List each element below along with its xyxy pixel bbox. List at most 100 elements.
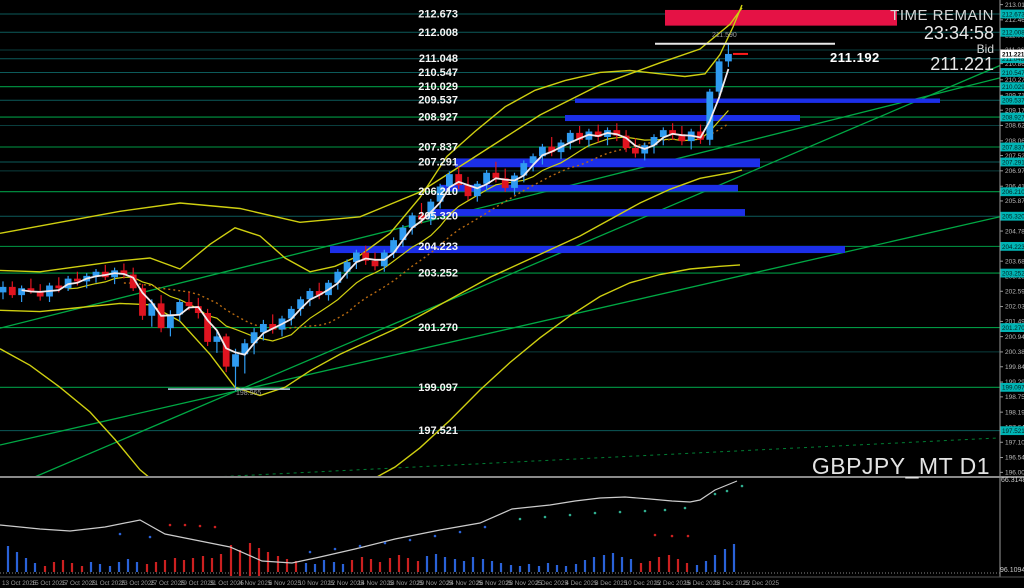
axis-tick-label: 206.410 <box>1005 183 1024 190</box>
candle-body <box>167 314 174 329</box>
candle-body <box>18 288 25 296</box>
trendline[interactable] <box>0 64 1000 492</box>
indicator-dot <box>686 534 690 538</box>
trendline[interactable] <box>0 77 1000 329</box>
candle-body <box>36 291 44 297</box>
indicator-histogram-bar <box>657 557 661 572</box>
candle-body <box>511 175 518 188</box>
indicator-histogram-bar <box>117 562 121 572</box>
panel-divider[interactable] <box>0 476 1024 478</box>
axis-tick-label: 213.015 <box>1005 2 1024 9</box>
support-zone[interactable] <box>430 209 745 216</box>
indicator-histogram-bar <box>602 555 606 572</box>
indicator-dot <box>213 525 217 529</box>
axis-level-box <box>1000 426 1024 436</box>
candle-body <box>576 132 583 140</box>
indicator-dot <box>383 541 387 545</box>
axis-tick-label: 203.685 <box>1005 258 1024 265</box>
indicator-dot <box>148 535 152 539</box>
left-price-label: 212.673 <box>418 9 458 21</box>
indicator-histogram-bar <box>210 558 214 572</box>
date-axis-label: 20 Nov 2025 <box>417 580 453 587</box>
candle-body <box>232 354 239 367</box>
indicator-histogram-bar <box>33 563 37 572</box>
indicator-histogram-bar <box>145 564 149 572</box>
indicator-histogram-bar <box>732 544 736 572</box>
indicator-dot <box>725 489 729 493</box>
axis-tick-label: 207.525 <box>1005 153 1024 160</box>
support-zone[interactable] <box>440 184 738 192</box>
axis-bid-box <box>1000 49 1024 59</box>
axis-tick-label: 201.495 <box>1005 319 1024 326</box>
candle-body <box>520 163 528 176</box>
candle-body <box>8 286 16 296</box>
trendline[interactable] <box>0 437 1000 488</box>
axis-tick-label: 202.035 <box>1005 304 1024 311</box>
left-price-label: 204.223 <box>418 241 458 253</box>
date-axis-label: 8 Dec 2025 <box>595 580 628 587</box>
indicator-dot <box>168 523 172 527</box>
indicator-histogram-bar <box>219 554 223 572</box>
axis-level-box <box>1000 323 1024 332</box>
axis-level-box <box>1000 112 1024 122</box>
support-zone[interactable] <box>455 158 760 168</box>
candle-body <box>418 215 425 220</box>
ma-white-fast <box>21 68 730 356</box>
indicator-histogram-bar <box>238 550 242 576</box>
axis-level-box <box>1000 157 1024 167</box>
indicator-histogram-bar <box>592 557 596 572</box>
date-axis-label: 13 Oct 2025 <box>2 580 37 587</box>
support-zone[interactable] <box>575 98 940 103</box>
candle-body <box>120 270 128 275</box>
indicator-histogram-bar <box>611 553 615 572</box>
candle-body <box>529 156 537 164</box>
indicator-histogram-bar <box>257 548 261 576</box>
left-price-label: 201.270 <box>418 322 458 334</box>
axis-tick-label: 200.385 <box>1005 349 1024 356</box>
candle-body <box>706 91 714 140</box>
candle-body <box>492 172 500 179</box>
candle-body <box>269 324 277 330</box>
indicator-histogram-bar <box>341 564 345 572</box>
indicator-histogram-bar <box>135 562 139 572</box>
candle-body <box>464 185 472 197</box>
candle-body <box>697 131 704 140</box>
indicator-current-value: 96.1094 <box>1000 567 1024 574</box>
candle-body <box>343 262 351 272</box>
axis-level-value: 207.837 <box>1002 144 1024 151</box>
indicator-dot <box>358 544 362 548</box>
support-zone[interactable] <box>565 115 800 122</box>
bollinger-band-wide_lower <box>0 264 741 476</box>
candle-body <box>455 174 463 186</box>
support-zone[interactable] <box>330 245 845 254</box>
candle-body <box>306 291 314 300</box>
indicator-dot <box>333 547 337 551</box>
indicator-histogram-bar <box>108 566 112 572</box>
left-price-label: 208.927 <box>418 112 458 124</box>
high-line-label: 211.590 <box>712 32 737 39</box>
indicator-dot <box>118 532 122 536</box>
axis-tick-label: 198.195 <box>1005 409 1024 416</box>
date-axis-label: 24 Nov 2025 <box>447 580 483 587</box>
indicator-dot <box>663 508 667 512</box>
candle-body <box>566 132 574 143</box>
bid-value: 211.221 <box>930 54 994 75</box>
resistance-zone[interactable] <box>665 9 897 26</box>
candle-body <box>222 336 230 367</box>
indicator-histogram-bar <box>685 563 689 572</box>
date-axis-label: 14 Nov 2025 <box>358 580 394 587</box>
indicator-max-value: 66.3148 <box>1001 477 1024 484</box>
axis-level-box <box>1000 54 1024 64</box>
axis-tick-label: 208.620 <box>1005 123 1024 130</box>
date-axis-label: 15 Oct 2025 <box>32 580 67 587</box>
indicator-histogram-bar <box>574 564 578 572</box>
trendline[interactable] <box>0 216 1000 446</box>
date-axis-label: 23 Oct 2025 <box>121 580 156 587</box>
candle-body <box>194 306 202 314</box>
indicator-histogram-bar <box>98 564 102 572</box>
indicator-histogram-bar <box>620 557 624 572</box>
candle-body <box>678 134 686 142</box>
indicator-dot <box>433 534 437 538</box>
